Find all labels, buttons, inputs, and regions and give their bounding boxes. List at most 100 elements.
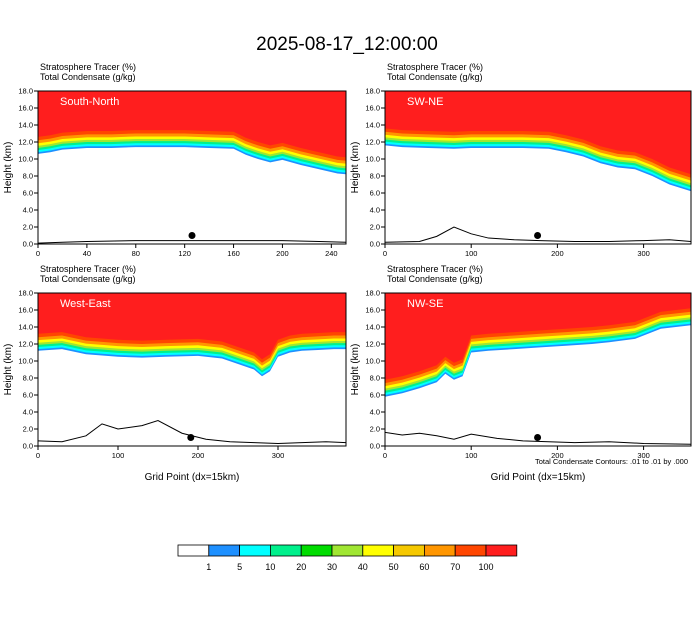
x-tick-label: 80 [132, 249, 140, 258]
y-tick-label: 6.0 [23, 189, 33, 198]
colorbar-label: 30 [327, 562, 337, 572]
colorbar-swatch [423, 544, 456, 557]
x-axis-label: Grid Point (dx=15km) [491, 472, 586, 483]
colorbar-label: 40 [358, 562, 368, 572]
terrain-line [385, 431, 691, 445]
x-tick-label: 240 [325, 249, 338, 258]
colorbar-label: 100 [478, 562, 493, 572]
y-tick-label: 4.0 [370, 408, 380, 417]
colorbar-swatch [239, 544, 271, 557]
panel-header-line1: Stratosphere Tracer (%) [40, 62, 136, 72]
plot-frame [384, 292, 692, 447]
plot-area [385, 293, 691, 445]
colorbar-swatch [331, 544, 364, 557]
x-axis-label: Grid Point (dx=15km) [145, 472, 240, 483]
panel-label: NW-SE [407, 298, 443, 310]
panel-label: South-North [60, 96, 119, 108]
y-tick-label: 2.0 [370, 223, 380, 232]
plot-frame [37, 90, 347, 245]
panel-header-line2: Total Condensate (g/kg) [387, 72, 483, 82]
y-tick-label: 2.0 [23, 223, 33, 232]
colorbar-label: 70 [450, 562, 460, 572]
y-tick-label: 14.0 [18, 121, 33, 130]
tracer-band-1 [38, 293, 346, 360]
y-tick-label: 8.0 [23, 172, 33, 181]
panel-header-line2: Total Condensate (g/kg) [40, 72, 136, 82]
y-tick-label: 10.0 [18, 155, 33, 164]
y-tick-label: 8.0 [23, 374, 33, 383]
y-tick-label: 6.0 [23, 391, 33, 400]
colorbar-label: 1 [206, 562, 211, 572]
x-tick-label: 300 [272, 451, 285, 460]
x-tick-label: 0 [36, 249, 40, 258]
panel-header-line2: Total Condensate (g/kg) [387, 274, 483, 284]
x-tick-label: 200 [551, 451, 564, 460]
x-tick-label: 120 [178, 249, 191, 258]
y-tick-label: 18.0 [18, 87, 33, 96]
y-tick-label: 6.0 [370, 189, 380, 198]
y-tick-label: 12.0 [365, 138, 380, 147]
colorbar-swatch [177, 544, 210, 557]
plot-frame [384, 90, 692, 245]
panel-3: 0.0 2.0 4.0 6.0 8.0 10.0 12.0 14.0 16.0 18.0 0 100 2… [3, 264, 347, 483]
colorbar-swatch [208, 544, 241, 557]
y-tick-label: 12.0 [365, 340, 380, 349]
colorbar-swatch [393, 544, 425, 557]
plot-area [385, 91, 691, 243]
plot-area [38, 293, 346, 444]
y-tick-label: 14.0 [365, 323, 380, 332]
colorbar-label: 20 [296, 562, 306, 572]
panel-header-line1: Stratosphere Tracer (%) [387, 62, 483, 72]
colorbar-swatch [485, 544, 518, 557]
colorbar-swatch [454, 544, 487, 557]
y-tick-label: 12.0 [18, 138, 33, 147]
y-tick-label: 14.0 [365, 121, 380, 130]
panel-1: 0.0 2.0 4.0 6.0 8.0 10.0 12.0 14.0 16.0 18.0 0 40 80… [3, 62, 347, 258]
panel-label: SW-NE [407, 96, 443, 108]
x-tick-label: 300 [637, 451, 650, 460]
colorbar-swatch [269, 544, 302, 557]
y-axis-label: Height (km) [350, 344, 361, 396]
y-tick-label: 6.0 [370, 391, 380, 400]
colorbar-label: 50 [389, 562, 399, 572]
x-tick-label: 0 [383, 451, 387, 460]
contour-footnote: Total Condensate Contours: .01 to .01 by… [535, 457, 688, 466]
y-tick-label: 2.0 [23, 425, 33, 434]
x-tick-label: 40 [83, 249, 91, 258]
y-tick-label: 10.0 [365, 357, 380, 366]
y-axis-label: Height (km) [350, 142, 361, 194]
location-marker [534, 434, 542, 441]
panel-header-line1: Stratosphere Tracer (%) [387, 264, 483, 274]
colorbar-swatch [362, 544, 394, 557]
colorbar-label: 10 [265, 562, 275, 572]
figure-title: 2025-08-17_12:00:00 [256, 34, 438, 55]
y-tick-label: 4.0 [370, 206, 380, 215]
colorbar-swatch [300, 544, 333, 557]
y-tick-label: 10.0 [18, 357, 33, 366]
y-tick-label: 0.0 [370, 442, 380, 451]
plot-frame [37, 292, 347, 447]
x-tick-label: 0 [36, 451, 40, 460]
y-tick-label: 18.0 [365, 87, 380, 96]
plot-area [38, 91, 346, 244]
panel-header-line1: Stratosphere Tracer (%) [40, 264, 136, 274]
y-tick-label: 16.0 [18, 306, 33, 315]
y-tick-label: 18.0 [365, 289, 380, 298]
tracer-band-1 [385, 91, 691, 175]
y-tick-label: 14.0 [18, 323, 33, 332]
x-tick-label: 100 [465, 451, 478, 460]
terrain-line [38, 419, 346, 444]
colorbar-label: 5 [237, 562, 242, 572]
y-tick-label: 16.0 [365, 104, 380, 113]
x-tick-label: 100 [112, 451, 125, 460]
tracer-band-1 [385, 293, 691, 380]
panel-header-line2: Total Condensate (g/kg) [40, 274, 136, 284]
x-tick-label: 100 [465, 249, 478, 258]
y-tick-label: 4.0 [23, 408, 33, 417]
colorbar-label: 60 [419, 562, 429, 572]
location-marker [188, 232, 196, 239]
location-marker [187, 434, 195, 441]
tracer-band-1 [38, 91, 346, 158]
y-tick-label: 0.0 [23, 240, 33, 249]
